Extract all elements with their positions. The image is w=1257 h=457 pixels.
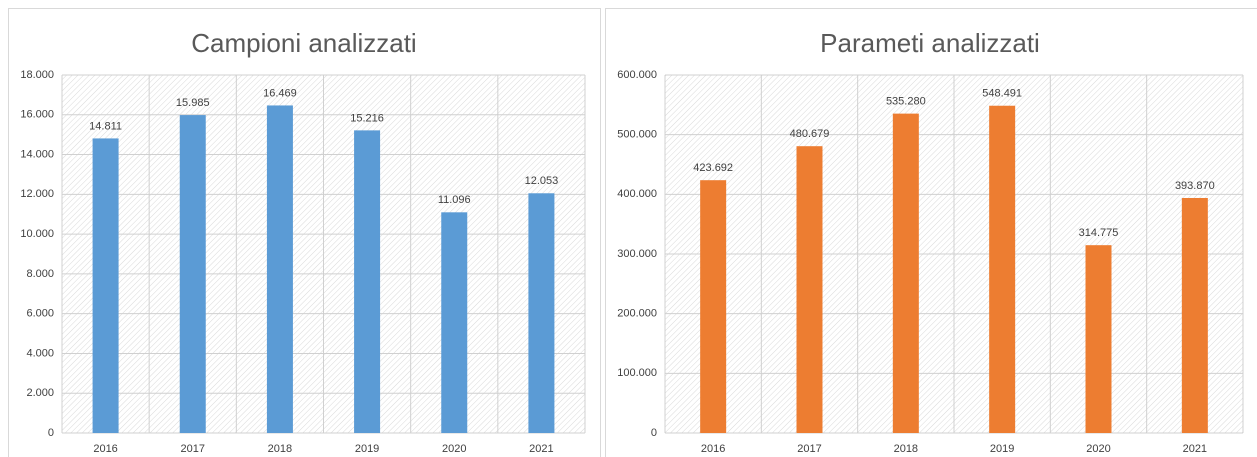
y-tick-label: 18.000	[20, 69, 54, 81]
y-tick-label: 0	[651, 427, 657, 439]
x-tick-label: 2020	[1086, 443, 1110, 455]
y-tick-label: 500.000	[617, 129, 657, 141]
x-tick-label: 2016	[93, 443, 117, 455]
value-label: 11.096	[438, 194, 471, 206]
bar	[266, 105, 293, 433]
bar	[528, 193, 555, 433]
value-label: 535.280	[886, 96, 926, 108]
y-tick-label: 400.000	[617, 188, 657, 200]
x-tick-label: 2020	[442, 443, 466, 455]
bar	[989, 105, 1016, 433]
value-label: 423.692	[693, 162, 733, 174]
bar	[1181, 197, 1208, 433]
x-tick-label: 2017	[181, 443, 205, 455]
y-tick-label: 200.000	[617, 308, 657, 320]
y-tick-label: 12.000	[20, 188, 54, 200]
value-label: 15.216	[350, 112, 384, 124]
value-label: 393.870	[1175, 180, 1215, 192]
y-tick-label: 300.000	[617, 248, 657, 260]
bar	[700, 180, 727, 433]
bar	[354, 130, 381, 433]
x-tick-label: 2017	[797, 443, 821, 455]
chart-title: Campioni analizzati	[191, 28, 416, 58]
bar	[179, 115, 206, 433]
y-tick-label: 0	[48, 427, 54, 439]
bar	[1085, 245, 1112, 433]
y-tick-label: 2.000	[26, 387, 54, 399]
x-tick-label: 2018	[894, 443, 918, 455]
y-tick-label: 8.000	[26, 268, 54, 280]
x-tick-label: 2021	[1183, 443, 1207, 455]
y-tick-label: 10.000	[20, 228, 54, 240]
y-tick-label: 14.000	[20, 148, 54, 160]
x-tick-label: 2021	[529, 443, 553, 455]
chart-title: Parameti analizzati	[820, 28, 1040, 58]
value-label: 14.811	[89, 120, 122, 132]
bar	[92, 138, 119, 433]
value-label: 480.679	[790, 128, 830, 140]
value-label: 15.985	[176, 97, 210, 109]
bar	[441, 212, 468, 433]
value-label: 548.491	[982, 88, 1022, 100]
bar	[892, 113, 919, 433]
x-tick-label: 2019	[990, 443, 1014, 455]
y-tick-label: 4.000	[26, 347, 54, 359]
x-tick-label: 2016	[701, 443, 725, 455]
bar	[796, 146, 823, 433]
value-label: 12.053	[525, 175, 559, 187]
x-tick-label: 2019	[355, 443, 379, 455]
value-label: 16.469	[263, 87, 297, 99]
y-tick-label: 16.000	[20, 109, 54, 121]
value-label: 314.775	[1079, 227, 1119, 239]
x-tick-label: 2018	[268, 443, 292, 455]
y-tick-label: 100.000	[617, 367, 657, 379]
y-tick-label: 600.000	[617, 69, 657, 81]
y-tick-label: 6.000	[26, 308, 54, 320]
